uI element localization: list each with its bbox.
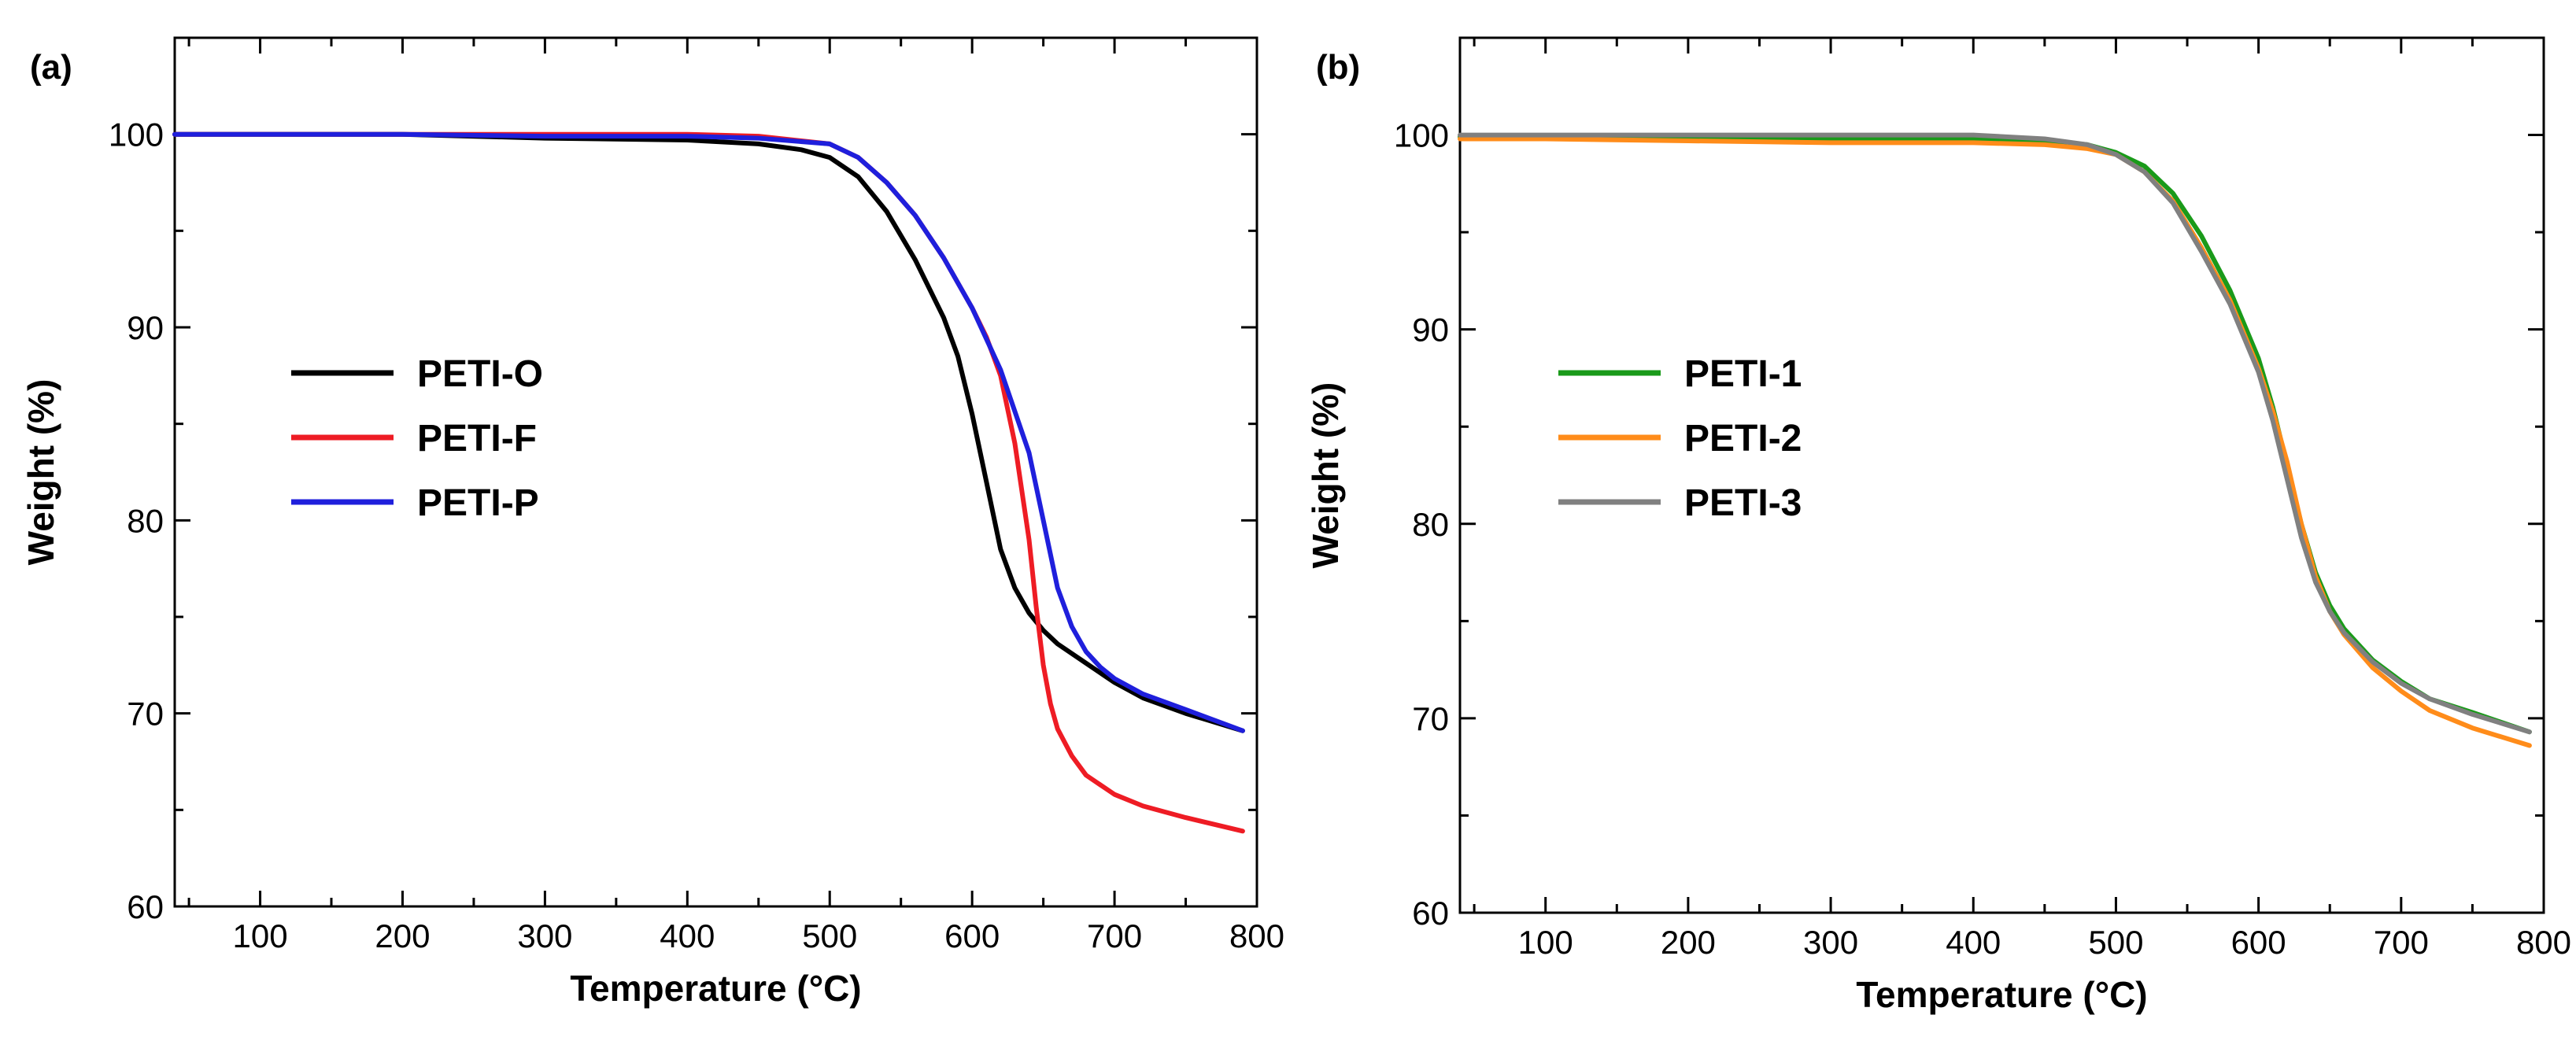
y-tick-label: 90 xyxy=(127,309,164,346)
x-tick-label: 500 xyxy=(2088,924,2143,961)
x-axis-title: Temperature (°C) xyxy=(570,968,861,1009)
legend-label-peti-f: PETI-F xyxy=(417,418,537,460)
panel-a: 100 200 300 400 500 600 700 800 60 70 80 90 100 Tempe… xyxy=(20,36,1284,1009)
panel-label: (b) xyxy=(1316,48,1360,87)
x-tick-label: 800 xyxy=(2516,924,2571,961)
y-tick-label: 70 xyxy=(127,696,164,733)
x-tick-label: 800 xyxy=(1229,917,1284,954)
plot-frame xyxy=(173,36,1258,908)
legend-label-peti-2: PETI-2 xyxy=(1684,418,1802,460)
legend-label-peti-o: PETI-O xyxy=(417,353,543,395)
x-tick-label: 300 xyxy=(517,917,572,954)
x-tick-label: 100 xyxy=(233,917,288,954)
y-tick-label: 100 xyxy=(1394,117,1449,154)
legend-label-peti-p: PETI-P xyxy=(417,482,539,524)
x-tick-label: 400 xyxy=(660,917,715,954)
x-tick-label: 700 xyxy=(2374,924,2429,961)
panel-b: 100 200 300 400 500 600 700 800 60 70 80 90 100 Tempe… xyxy=(1305,36,2571,1015)
y-axis-title: Weight (%) xyxy=(1305,382,1346,569)
x-tick-label: 600 xyxy=(2231,924,2286,961)
plot-frame xyxy=(1458,36,2545,914)
series-line-peti-3 xyxy=(1458,132,2532,735)
legend-label-peti-3: PETI-3 xyxy=(1684,482,1802,524)
y-tick-label: 80 xyxy=(127,502,164,539)
panel-label: (a) xyxy=(30,48,72,87)
series-line-peti-p xyxy=(172,131,1245,733)
y-tick-label: 60 xyxy=(127,888,164,925)
series-line-peti-f xyxy=(172,131,1245,834)
x-tick-label: 600 xyxy=(944,917,1000,954)
x-tick-label: 200 xyxy=(1661,924,1716,961)
x-tick-label: 200 xyxy=(375,917,430,954)
y-tick-label: 60 xyxy=(1412,895,1449,932)
x-tick-label: 700 xyxy=(1087,917,1142,954)
legend-label-peti-1: PETI-1 xyxy=(1684,353,1802,395)
x-tick-label: 500 xyxy=(802,917,857,954)
x-tick-label: 300 xyxy=(1803,924,1858,961)
y-tick-label: 100 xyxy=(109,116,164,153)
y-tick-label: 70 xyxy=(1412,700,1449,737)
series-line-peti-1 xyxy=(1458,135,2532,735)
x-axis-title: Temperature (°C) xyxy=(1856,974,2147,1015)
y-tick-label: 80 xyxy=(1412,506,1449,543)
series-line-peti-o xyxy=(172,131,1245,733)
x-tick-label: 400 xyxy=(1946,924,2001,961)
y-axis-title: Weight (%) xyxy=(20,379,61,566)
x-tick-label: 100 xyxy=(1518,924,1573,961)
y-tick-label: 90 xyxy=(1412,312,1449,349)
